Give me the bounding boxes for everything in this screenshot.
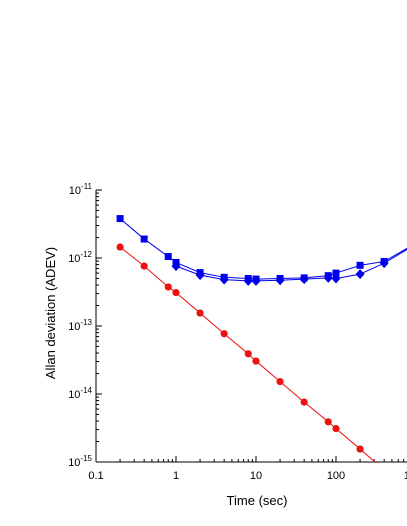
series-circle <box>116 243 388 474</box>
x-tick-label: 1000 <box>404 470 407 482</box>
y-tick-label: 10-15 <box>68 454 92 469</box>
data-point-circle <box>116 243 124 251</box>
data-point-circle <box>196 309 204 317</box>
data-point-square <box>140 235 148 243</box>
data-point-circle <box>252 357 260 365</box>
x-tick-label: 0.1 <box>88 470 103 482</box>
y-tick-label: 10-11 <box>69 182 93 197</box>
data-point-circle <box>276 378 284 386</box>
data-point-diamond <box>243 275 253 286</box>
data-point-diamond <box>171 261 181 272</box>
axes: 0.1 1 10 100 1000 10-15 10-14 10-13 10-12 10-11 <box>68 182 407 482</box>
data-point-circle <box>324 418 332 426</box>
data-point-diamond <box>323 272 333 283</box>
data-point-diamond <box>331 273 341 284</box>
data-point-square <box>356 261 364 269</box>
y-axis-title: Allan deviation (ADEV) <box>43 247 58 379</box>
data-point-diamond <box>275 275 285 286</box>
series-layer <box>116 215 407 474</box>
data-point-circle <box>332 424 340 433</box>
data-point-circle <box>172 288 180 297</box>
data-point-circle <box>220 330 228 338</box>
data-point-diamond <box>195 270 205 281</box>
x-tick-label: 100 <box>327 470 345 482</box>
data-point-diamond <box>355 269 365 280</box>
series-line <box>175 248 407 282</box>
x-tick-label: 10 <box>250 470 262 482</box>
data-point-circle <box>244 350 252 358</box>
series-line <box>119 218 407 280</box>
data-point-diamond <box>299 274 309 285</box>
x-axis-title: Time (sec) <box>227 493 288 508</box>
y-tick-label: 10-12 <box>68 250 92 265</box>
data-point-diamond <box>219 274 229 285</box>
series-diamond <box>171 248 407 286</box>
data-point-diamond <box>251 275 261 286</box>
data-point-diamond <box>379 258 389 269</box>
data-point-circle <box>140 262 148 270</box>
data-point-circle <box>381 467 388 474</box>
data-point-circle <box>164 283 172 291</box>
data-point-square <box>164 253 172 261</box>
data-point-square <box>116 215 124 223</box>
data-point-circle <box>300 398 308 406</box>
x-tick-label: 1 <box>173 470 179 482</box>
data-point-circle <box>356 445 364 453</box>
data-point-square <box>332 269 340 277</box>
y-tick-label: 10-14 <box>68 386 92 401</box>
y-tick-label: 10-13 <box>68 318 92 333</box>
